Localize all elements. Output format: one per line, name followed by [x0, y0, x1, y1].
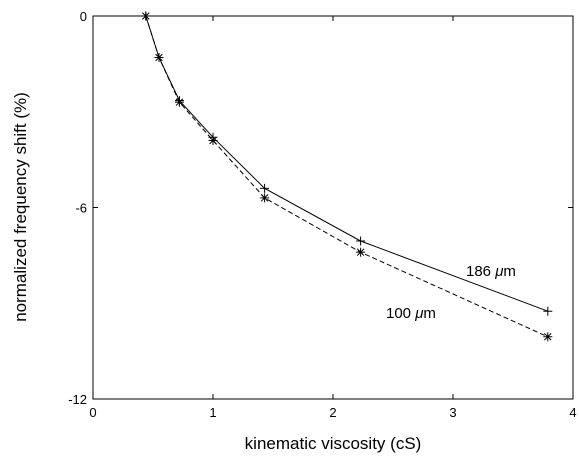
- y-tick-labels: 0 -6 -12: [68, 9, 87, 407]
- series-1-marker: [356, 248, 365, 257]
- y-tick-label: 0: [80, 9, 87, 24]
- series-1-marker: [260, 193, 269, 202]
- series-label-100um: 100 μm: [386, 305, 436, 322]
- x-tick-label: 4: [569, 405, 576, 420]
- x-tick-label: 1: [209, 405, 216, 420]
- series-label-186um: 186 μm: [466, 263, 516, 280]
- y-tick-label: -6: [75, 201, 87, 216]
- series-0-marker: [543, 307, 552, 316]
- axis-ticks: [93, 16, 573, 399]
- series-1-marker: [209, 136, 218, 145]
- series-label-186um-number: 186: [466, 263, 495, 280]
- series-label-100um-number: 100: [386, 305, 415, 322]
- plot-frame: [93, 16, 573, 399]
- y-axis-label: normalized frequency shift (%): [11, 92, 30, 322]
- x-tick-label: 2: [329, 405, 336, 420]
- x-tick-labels: 0 1 2 3 4: [89, 405, 576, 420]
- series-1-marker: [155, 53, 164, 62]
- series-1-marker: [175, 98, 184, 107]
- series-lines: [146, 16, 548, 337]
- series-markers: [141, 12, 552, 342]
- series-label-186um-unit: m: [503, 263, 516, 280]
- x-axis-label: kinematic viscosity (cS): [245, 434, 422, 453]
- series-1-marker: [141, 12, 150, 21]
- series-0-marker: [356, 237, 365, 246]
- series-label-186um-mu: μ: [494, 263, 503, 280]
- x-tick-label: 3: [449, 405, 456, 420]
- x-tick-label: 0: [89, 405, 96, 420]
- series-label-100um-mu: μ: [414, 305, 423, 322]
- series-1-marker: [543, 332, 552, 341]
- series-label-100um-unit: m: [423, 305, 436, 322]
- y-tick-label: -12: [68, 392, 87, 407]
